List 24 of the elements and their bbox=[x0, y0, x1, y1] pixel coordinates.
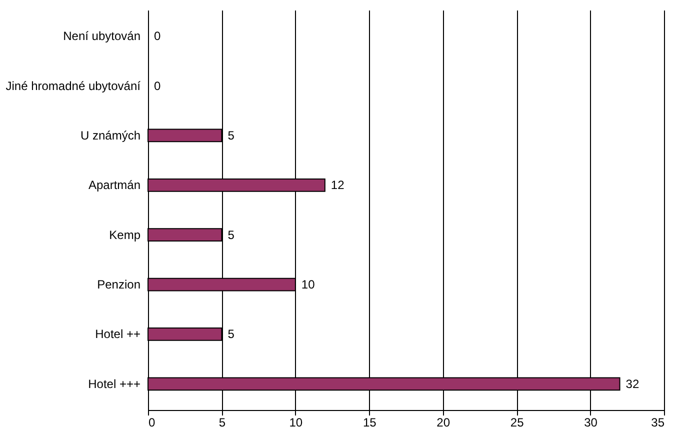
x-tick-label: 35 bbox=[651, 416, 665, 430]
x-tick-label: 30 bbox=[584, 416, 598, 430]
x-tick-label: 5 bbox=[218, 416, 226, 430]
x-tick-label: 15 bbox=[362, 416, 377, 430]
y-tick-label: Není ubytován bbox=[63, 29, 140, 44]
data-label: 12 bbox=[330, 178, 345, 192]
data-label: 5 bbox=[228, 327, 235, 342]
y-tick-label: Penzion bbox=[97, 278, 140, 292]
data-label: 10 bbox=[301, 278, 316, 292]
y-tick-label: Jiné hromadné ubytování bbox=[6, 78, 142, 93]
y-tick-label: Kemp bbox=[109, 228, 141, 242]
y-tick-label: Hotel +++ bbox=[88, 376, 140, 391]
data-label: 5 bbox=[228, 128, 235, 142]
x-tick-label: 0 bbox=[148, 416, 156, 430]
x-tick-label: 25 bbox=[510, 416, 524, 430]
y-tick-label: U známých bbox=[80, 128, 140, 142]
data-label: 0 bbox=[154, 78, 161, 93]
data-label: 0 bbox=[154, 29, 161, 44]
y-tick-label: Hotel ++ bbox=[95, 327, 140, 342]
y-tick-label: Apartmán bbox=[88, 178, 140, 192]
x-tick-label: 10 bbox=[289, 416, 303, 430]
data-label: 32 bbox=[626, 376, 640, 391]
x-tick-label: 20 bbox=[436, 416, 450, 430]
data-label: 5 bbox=[228, 228, 235, 242]
